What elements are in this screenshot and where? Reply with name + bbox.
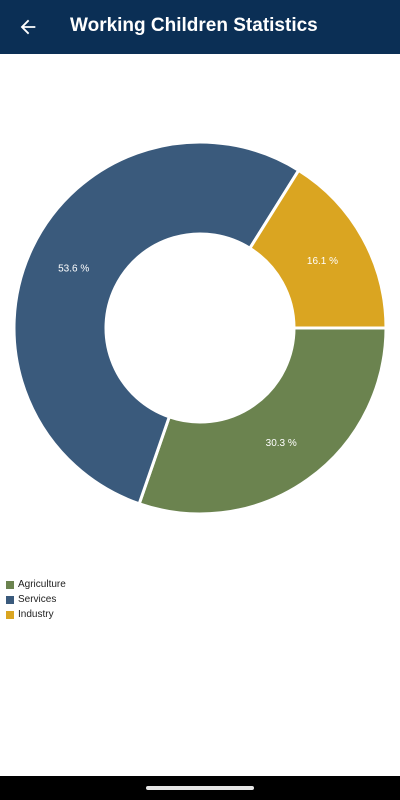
- legend-swatch: [6, 595, 14, 604]
- app-bar: Working Children Statistics: [0, 0, 400, 54]
- legend-label: Services: [18, 594, 57, 605]
- page-title: Working Children Statistics: [70, 15, 318, 36]
- slice-services[interactable]: [12, 140, 301, 506]
- back-button[interactable]: [10, 9, 46, 45]
- legend-label: Industry: [18, 609, 54, 620]
- legend-label: Agriculture: [18, 579, 66, 590]
- legend-swatch: [6, 610, 14, 619]
- legend-item-services[interactable]: Services: [6, 592, 66, 607]
- label-industry: 16.1 %: [307, 256, 338, 267]
- home-indicator[interactable]: [146, 786, 254, 790]
- slice-agriculture[interactable]: [137, 326, 388, 516]
- donut-chart: 30.3 % 53.6 % 16.1 %: [0, 54, 400, 574]
- arrow-left-icon: [20, 19, 36, 35]
- chart-legend: Agriculture Services Industry: [6, 577, 66, 622]
- system-nav-bar: [0, 776, 400, 800]
- donut-chart-svg: 30.3 % 53.6 % 16.1 %: [12, 140, 388, 516]
- label-services: 53.6 %: [58, 264, 89, 275]
- legend-item-agriculture[interactable]: Agriculture: [6, 577, 66, 592]
- legend-item-industry[interactable]: Industry: [6, 607, 66, 622]
- label-agriculture: 30.3 %: [266, 438, 297, 449]
- legend-swatch: [6, 580, 14, 589]
- slice-industry[interactable]: [247, 168, 388, 330]
